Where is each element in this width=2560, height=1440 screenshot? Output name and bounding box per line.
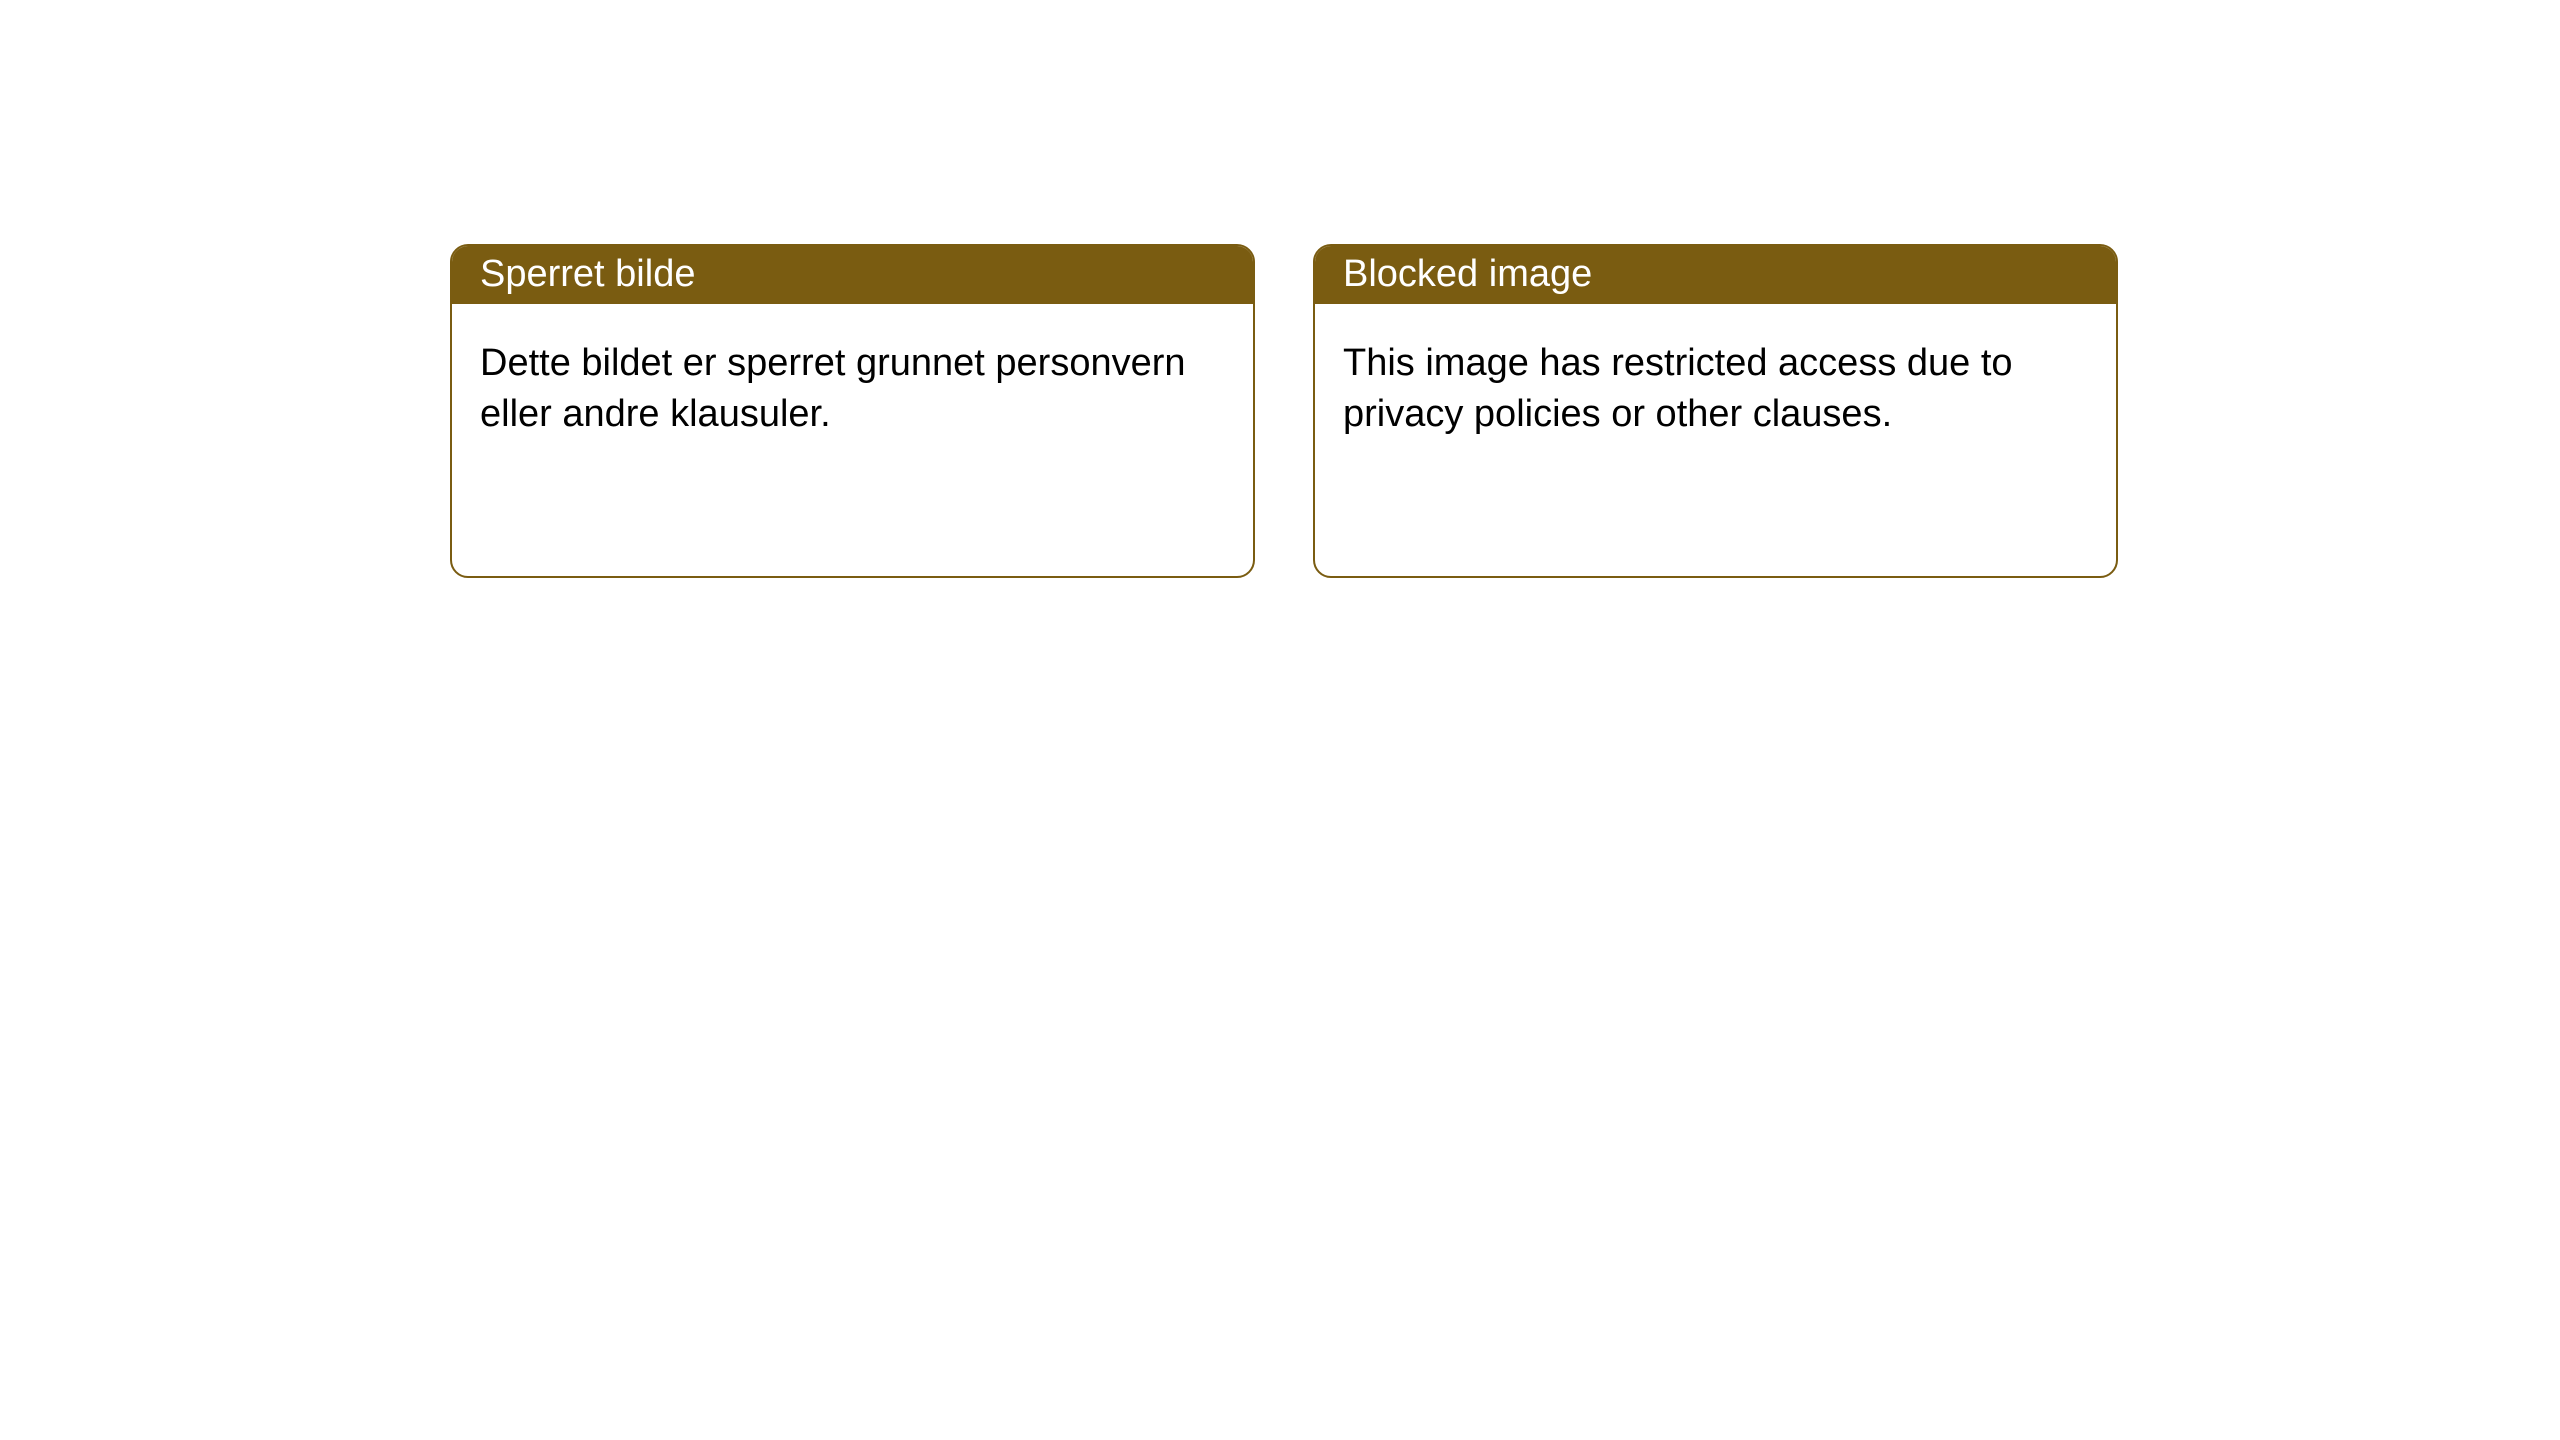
notice-cards-container: Sperret bilde Dette bildet er sperret gr… <box>0 0 2560 578</box>
card-body-text: Dette bildet er sperret grunnet personve… <box>480 342 1186 435</box>
card-title: Blocked image <box>1343 253 1592 296</box>
card-body: This image has restricted access due to … <box>1315 304 2116 465</box>
card-body-text: This image has restricted access due to … <box>1343 342 2013 435</box>
card-title: Sperret bilde <box>480 253 695 296</box>
card-body: Dette bildet er sperret grunnet personve… <box>452 304 1253 465</box>
notice-card-english: Blocked image This image has restricted … <box>1313 244 2118 578</box>
card-header: Sperret bilde <box>452 246 1253 304</box>
notice-card-norwegian: Sperret bilde Dette bildet er sperret gr… <box>450 244 1255 578</box>
card-header: Blocked image <box>1315 246 2116 304</box>
